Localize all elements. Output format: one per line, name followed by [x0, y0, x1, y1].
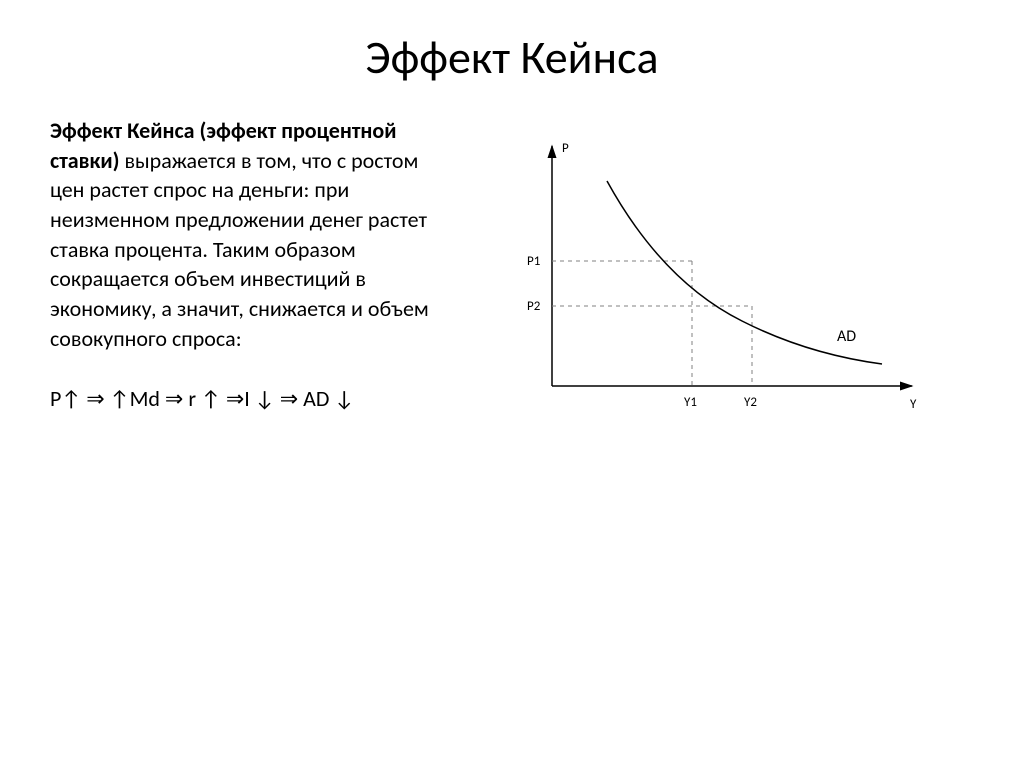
svg-text:Y1: Y1 [684, 395, 697, 410]
ad-chart: P Y AD P1 P2 Y1 Y2 [497, 126, 937, 446]
paragraph-body: выражается в том, что с ростом цен расте… [50, 147, 429, 352]
page-title: Эффект Кейнса [50, 30, 974, 86]
description-paragraph: Эффект Кейнса (эффект процентной ставки)… [50, 116, 430, 354]
content-area: Эффект Кейнса (эффект процентной ставки)… [50, 116, 974, 446]
svg-text:Y2: Y2 [744, 395, 757, 410]
svg-text:P2: P2 [527, 299, 541, 314]
chart-column: P Y AD P1 P2 Y1 Y2 [460, 116, 974, 446]
svg-text:P: P [562, 141, 569, 156]
formula-text: P↑ ⇒ ↑Md ⇒ r ↑ ⇒I ↓ ⇒ AD ↓ [50, 384, 430, 414]
text-column: Эффект Кейнса (эффект процентной ставки)… [50, 116, 430, 446]
svg-text:P1: P1 [527, 254, 540, 269]
svg-text:Y: Y [910, 397, 917, 412]
svg-text:AD: AD [837, 327, 856, 346]
